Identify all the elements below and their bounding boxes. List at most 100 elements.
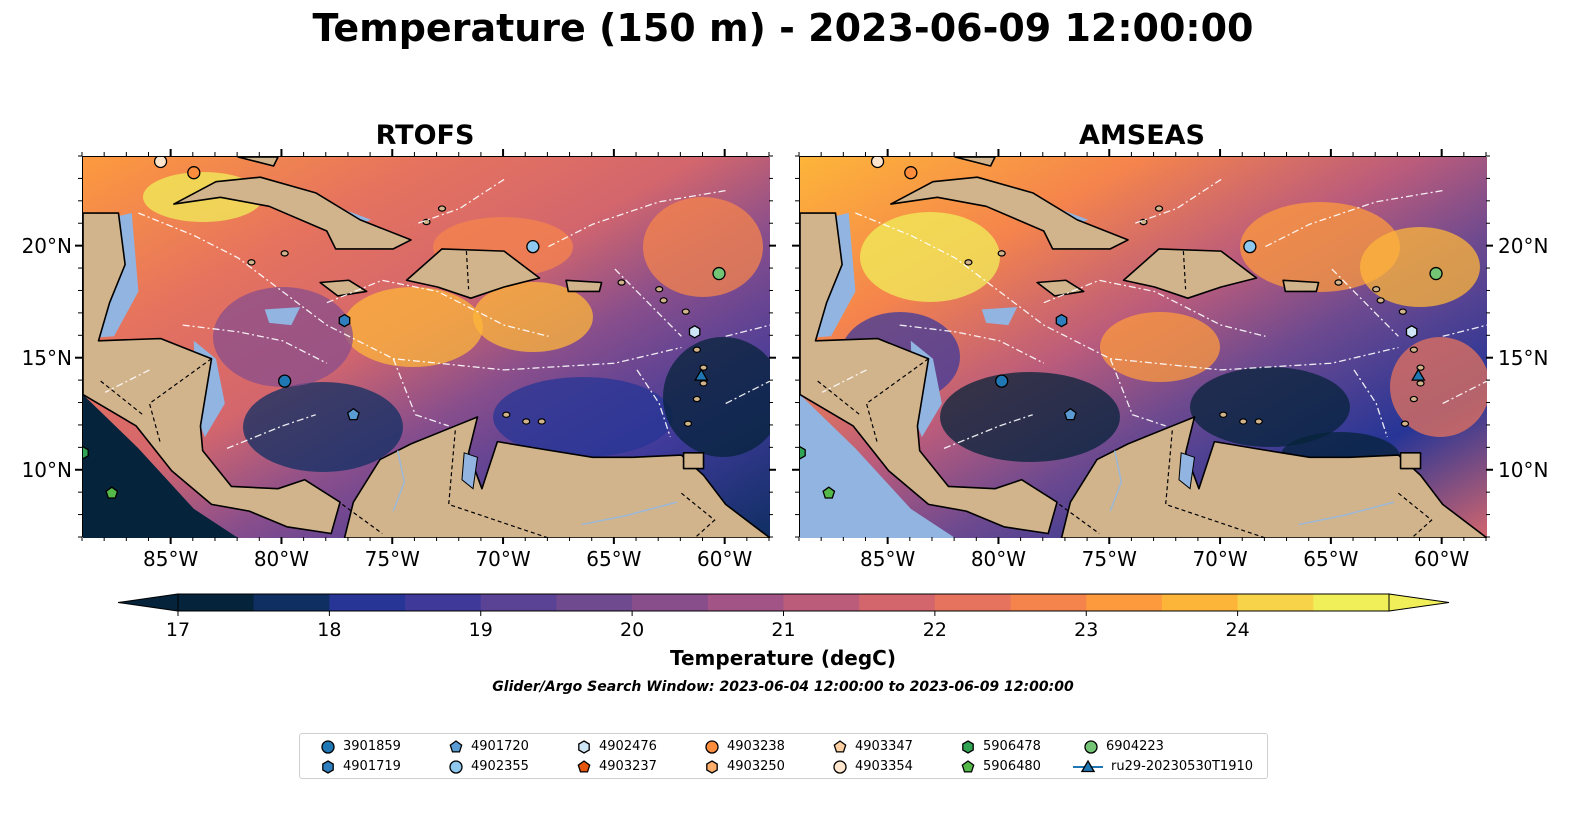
obs-marker-5906480[interactable] [105, 486, 119, 499]
lon-tick-label: 80°W [253, 547, 310, 571]
obs-marker-4901719[interactable] [1055, 313, 1068, 328]
obs-marker-6904223[interactable] [712, 266, 726, 281]
colorbar-tick-label: 20 [620, 619, 645, 641]
legend-marker-icon [833, 740, 847, 753]
lon-tick-label: 70°W [475, 547, 531, 571]
colorbar-tick-label: 23 [1074, 619, 1099, 641]
obs-marker-4901719[interactable] [338, 313, 351, 328]
legend-entry-label: 4903347 [855, 739, 913, 754]
lon-tick-label: 60°W [697, 547, 753, 571]
legend-entry-label: 4903238 [727, 739, 785, 754]
lon-tick-label: 85°W [143, 547, 199, 571]
obs-marker-3901859[interactable] [995, 374, 1009, 388]
obs-marker-4903354[interactable] [870, 157, 885, 169]
legend-marker-icon [577, 760, 591, 773]
colorbar-bin [178, 594, 255, 611]
obs-marker-5906480[interactable] [822, 486, 836, 499]
legend-entry-label: ru29-20230530T1910 [1111, 759, 1254, 774]
colorbar-extend-low [117, 593, 179, 612]
legend-marker-icon [449, 760, 463, 774]
rtofs-map[interactable] [82, 156, 770, 538]
obs-marker-4901720[interactable] [346, 407, 360, 421]
colorbar-bin [1086, 594, 1163, 611]
obs-marker-4901720[interactable] [1063, 407, 1077, 421]
legend-entry-label: 5906478 [983, 739, 1041, 754]
legend-entry-label: 4901719 [343, 759, 401, 774]
colorbar-bin [1313, 594, 1390, 611]
colorbar-tick-label: 21 [771, 619, 796, 641]
obs-marker-ru29-20230530T1910[interactable] [1411, 368, 1426, 381]
legend-marker-icon [578, 740, 590, 754]
legend-marker-icon [1073, 759, 1103, 773]
lat-tick-label: 20°N [21, 233, 72, 258]
colorbar-bin [1161, 594, 1239, 611]
legend-marker-icon [322, 760, 334, 774]
obs-marker-4902476[interactable] [688, 325, 701, 339]
obs-marker-4903354[interactable] [153, 157, 168, 169]
legend-marker-icon [449, 740, 463, 753]
colorbar-bin [783, 594, 860, 611]
lon-tick-label: 80°W [970, 547, 1027, 571]
colorbar-extend-high [1388, 593, 1450, 612]
lon-tick-label: 70°W [1192, 547, 1248, 571]
panel-title-rtofs: RTOFS [375, 120, 475, 151]
legend-marker-icon [706, 760, 718, 774]
figure-title: Temperature (150 m) - 2023-06-09 12:00:0… [312, 6, 1254, 50]
legend: 3901859 4901719 4901720 4902355 4902476 49032… [299, 733, 1268, 779]
panel-title-amseas: AMSEAS [1079, 120, 1205, 151]
colorbar-bin [707, 594, 784, 611]
colorbar-bin [859, 594, 936, 611]
lat-tick-label: 15°N [1498, 345, 1549, 370]
colorbar-bin [556, 594, 633, 611]
lon-tick-label: 60°W [1414, 547, 1470, 571]
obs-marker-4903238[interactable] [187, 166, 201, 180]
obs-marker-6904223[interactable] [1429, 266, 1443, 281]
obs-marker-5906478[interactable] [83, 446, 89, 460]
obs-marker-4902476[interactable] [1405, 325, 1418, 339]
lat-tick-label: 20°N [1498, 233, 1549, 258]
lat-tick-label: 10°N [1498, 457, 1549, 482]
panel-1-ticks [792, 149, 1493, 544]
colorbar-title: Temperature (degC) [670, 646, 896, 670]
obs-marker-ru29-20230530T1910[interactable] [694, 368, 709, 381]
colorbar-bin [329, 594, 406, 611]
legend-entry-label: 4903237 [599, 759, 657, 774]
lat-tick-label: 15°N [21, 345, 72, 370]
lat-tick-label: 10°N [21, 457, 72, 482]
legend-marker-icon [705, 740, 719, 754]
obs-marker-4903238[interactable] [904, 166, 918, 180]
colorbar-tick-label: 22 [922, 619, 947, 641]
colorbar-bin [632, 594, 709, 611]
colorbar-bin [480, 594, 557, 611]
panel-0-ticks [75, 149, 776, 544]
legend-entry-label: 4903250 [727, 759, 785, 774]
lon-tick-label: 85°W [860, 547, 916, 571]
colorbar-tick-label: 24 [1225, 619, 1250, 641]
lon-tick-label: 75°W [1081, 547, 1137, 571]
legend-entry-label: 6904223 [1106, 739, 1164, 754]
legend-marker-icon [962, 740, 974, 754]
obs-marker-4902355[interactable] [1243, 239, 1257, 254]
obs-marker-5906478[interactable] [800, 446, 806, 460]
colorbar-bin [405, 594, 482, 611]
amseas-map[interactable] [799, 156, 1487, 538]
colorbar-bin [1237, 594, 1314, 611]
obs-marker-4902355[interactable] [526, 239, 540, 254]
legend-entry-label: 5906480 [983, 759, 1041, 774]
legend-marker-icon [1084, 740, 1098, 754]
colorbar-tick-label: 18 [317, 619, 342, 641]
legend-marker-icon [961, 760, 975, 773]
obs-marker-3901859[interactable] [278, 374, 292, 388]
legend-entry-label: 4903354 [855, 759, 913, 774]
colorbar-bin [253, 594, 330, 611]
colorbar-bin [1010, 594, 1087, 611]
legend-entry-label: 3901859 [343, 739, 401, 754]
legend-entry-label: 4902476 [599, 739, 657, 754]
colorbar-tick-label: 19 [468, 619, 493, 641]
colorbar-tick-label: 17 [165, 619, 191, 641]
legend-entry-label: 4902355 [471, 759, 529, 774]
legend-marker-icon [321, 740, 335, 754]
lon-tick-label: 65°W [586, 547, 642, 571]
